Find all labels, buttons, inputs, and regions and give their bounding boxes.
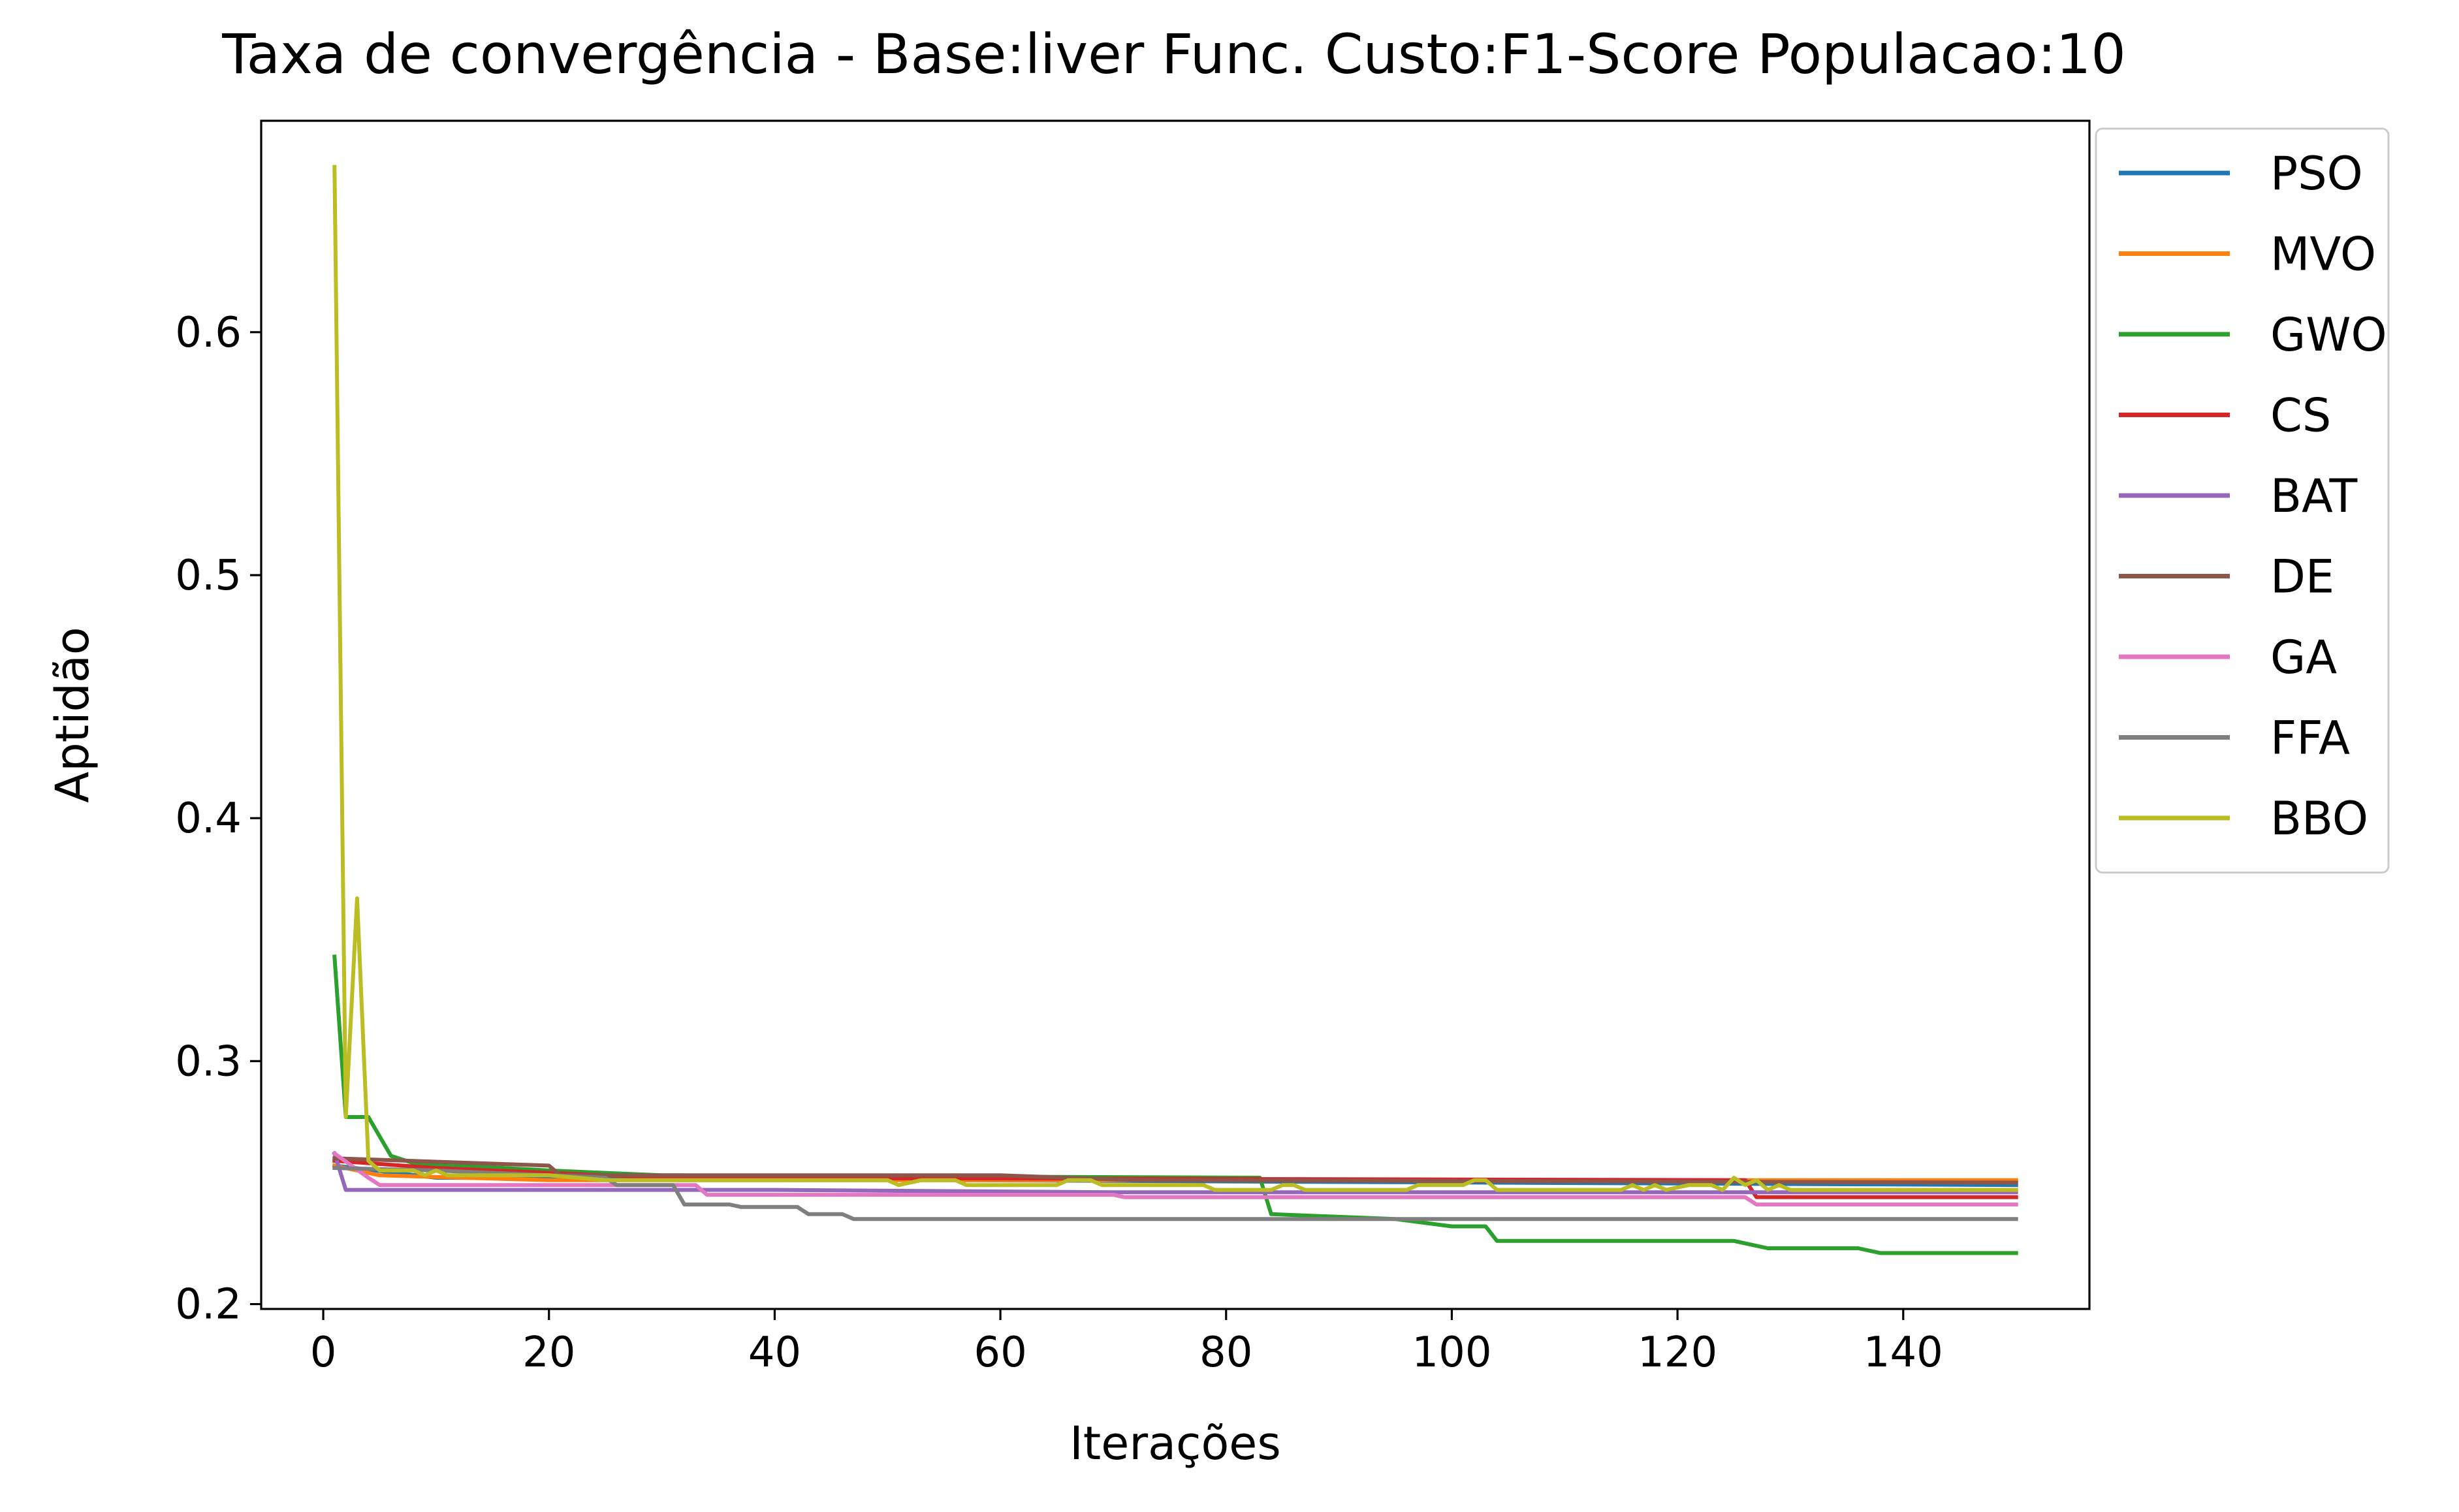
y-tick-label: 0.2: [175, 1281, 242, 1329]
legend-label-ffa: FFA: [2270, 712, 2350, 765]
series-line-gwo: [332, 954, 2018, 1255]
y-axis-ticks: 0.2 0.3 0.4 0.5 0.6: [175, 309, 261, 1329]
series-line-ffa: [332, 1166, 2018, 1221]
x-tick-label: 140: [1864, 1329, 1943, 1377]
chart-title: Taxa de convergência - Base:liver Func. …: [221, 22, 2126, 86]
legend-label-gwo: GWO: [2270, 308, 2387, 362]
legend-label-cs: CS: [2270, 389, 2331, 443]
x-tick-label: 40: [748, 1329, 801, 1377]
x-tick-label: 0: [310, 1329, 337, 1377]
y-tick-label: 0.6: [175, 309, 242, 357]
series-layer: [332, 165, 2018, 1255]
legend-label-mvo: MVO: [2270, 228, 2376, 281]
x-tick-label: 120: [1638, 1329, 1717, 1377]
x-tick-label: 20: [522, 1329, 575, 1377]
legend-frame: [2095, 127, 2390, 874]
legend: PSO MVO GWO CS BAT DE GA FFA BBO: [2095, 127, 2390, 874]
y-tick-label: 0.4: [175, 795, 242, 843]
x-axis-label: Iterações: [1070, 1417, 1281, 1470]
x-tick-label: 100: [1412, 1329, 1491, 1377]
x-tick-label: 60: [974, 1329, 1026, 1377]
legend-label-bbo: BBO: [2270, 792, 2368, 845]
x-axis-ticks: 0 20 40 60 80 100 120 140: [310, 1309, 1943, 1377]
series-line-bat: [332, 1151, 2018, 1195]
x-tick-label: 80: [1199, 1329, 1252, 1377]
series-line-de: [332, 1156, 2018, 1185]
y-axis-label: Aptidão: [46, 627, 99, 802]
y-tick-label: 0.3: [175, 1037, 242, 1086]
legend-label-pso: PSO: [2270, 147, 2363, 200]
series-line-bbo: [332, 165, 2018, 1192]
legend-label-bat: BAT: [2270, 469, 2357, 523]
series-line-ga: [332, 1150, 2018, 1206]
legend-label-ga: GA: [2270, 631, 2337, 684]
plot-area-frame: [260, 119, 2091, 1310]
legend-label-de: DE: [2270, 550, 2334, 604]
y-tick-label: 0.5: [175, 552, 242, 600]
